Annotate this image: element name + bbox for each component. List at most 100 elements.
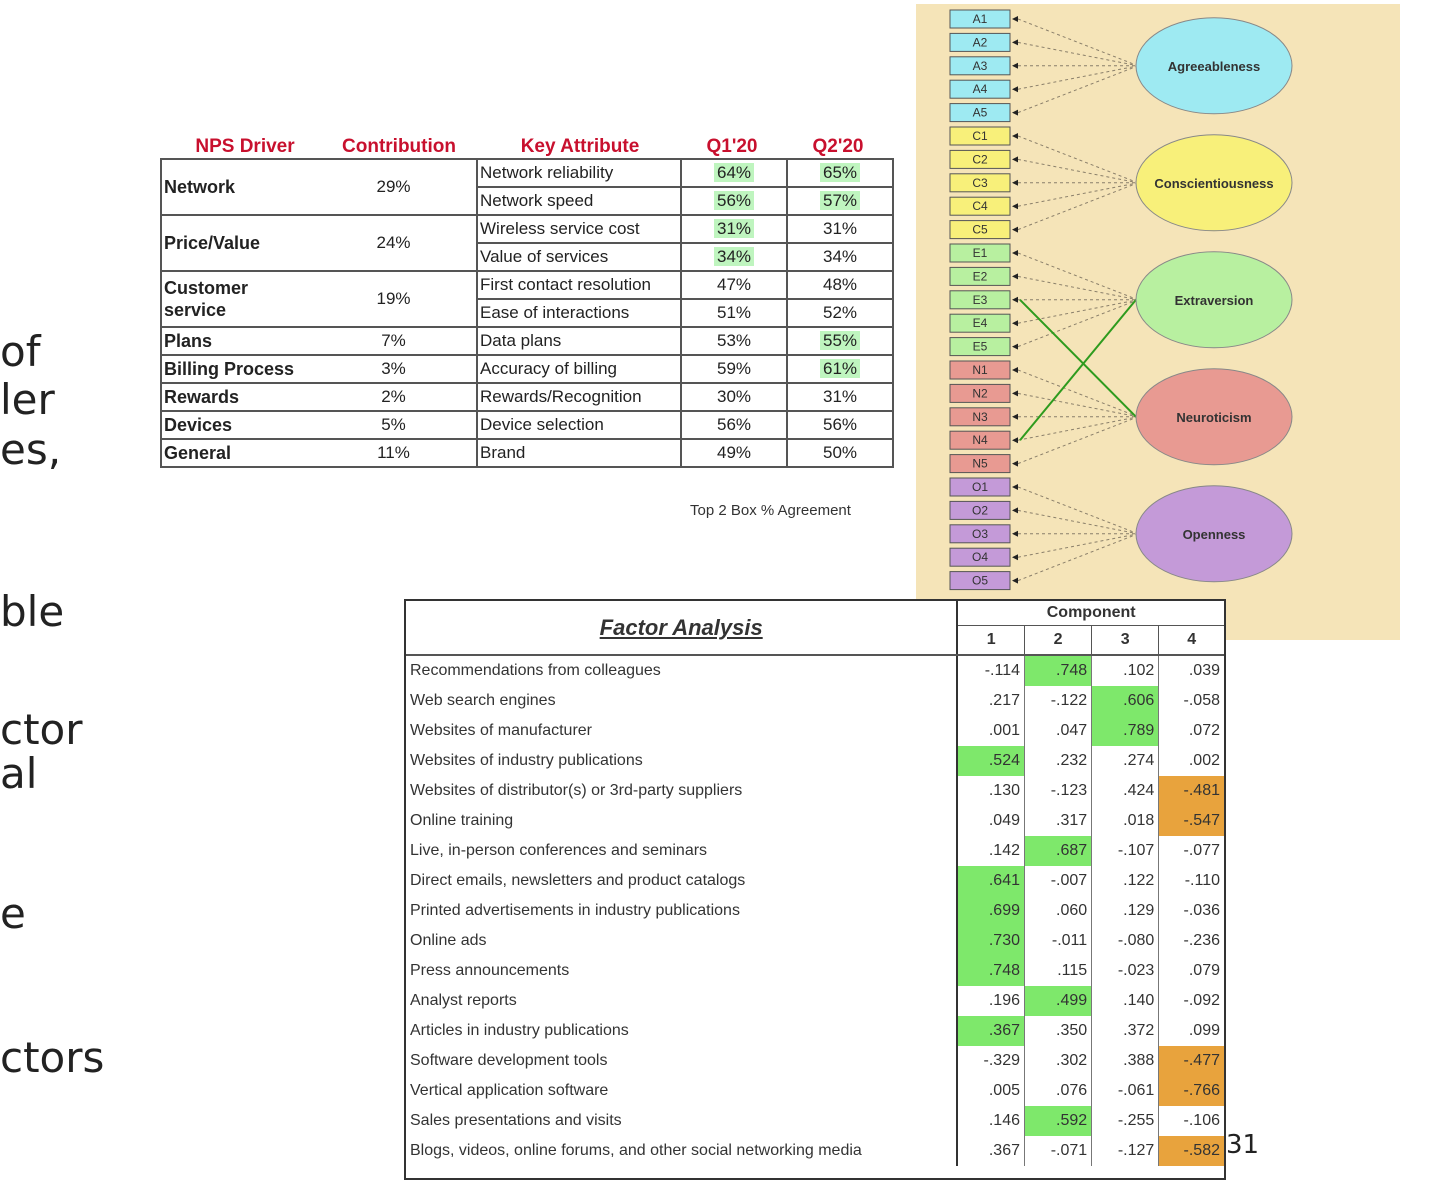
item-box [949, 407, 1011, 427]
factor-loading-cell: -.547 [1158, 806, 1224, 836]
nps-key-attribute: Value of services [476, 242, 682, 272]
nps-header-q2: Q2'20 [812, 136, 864, 157]
nps-key-attribute: Accuracy of billing [476, 354, 682, 384]
item-box [949, 9, 1011, 29]
nps-driver-table: Network 29% Network reliability 64% 65% Netwo… [160, 158, 894, 468]
factor-ellipse [1135, 17, 1293, 115]
factor-loading-cell: -.255 [1091, 1106, 1159, 1136]
factor-loading-cell: .102 [1091, 655, 1159, 686]
item-box [949, 524, 1011, 544]
factor-loading-cell: .606 [1091, 686, 1159, 716]
arrowhead-icon [1012, 62, 1018, 69]
factor-loading-cell: .699 [956, 896, 1025, 926]
factor-loading-cell: -.329 [956, 1046, 1025, 1076]
item-box [949, 313, 1011, 333]
factor-loading-cell: .122 [1091, 866, 1159, 896]
factor-loading-line [1017, 182, 1139, 231]
nps-contribution: 5% [311, 410, 478, 440]
nps-q1-value: 34% [713, 247, 755, 266]
nps-q1-value: 53% [716, 331, 752, 350]
slide-text-fragment: es, [0, 425, 62, 474]
nps-q2-cell: 50% [786, 438, 894, 468]
factor-loading-cell: .730 [956, 926, 1025, 956]
item-label: N1 [972, 363, 988, 377]
factor-loading-line [1017, 299, 1139, 348]
item-label: O5 [972, 574, 988, 588]
nps-q1-cell: 49% [680, 438, 788, 468]
nps-header-q1: Q1'20 [706, 136, 758, 157]
factor-loading-line [1017, 182, 1139, 207]
nps-q1-value: 51% [716, 303, 752, 322]
factor-row-label: Articles in industry publications [406, 1016, 959, 1046]
arrowhead-icon [1012, 133, 1018, 139]
item-box [949, 32, 1011, 52]
factor-loading-cell: .099 [1158, 1016, 1224, 1046]
nps-row: Rewards 2% Rewards/Recognition 30% 31% [160, 382, 894, 412]
factor-loading-cell: .367 [956, 1016, 1025, 1046]
factor-row-label: Analyst reports [406, 986, 959, 1016]
factor-loading-cell: .049 [956, 806, 1025, 836]
factor-loading-cell: .424 [1091, 776, 1159, 806]
nps-row: Network speed 56% 57% [161, 186, 894, 216]
nps-key-attribute: Data plans [476, 326, 682, 356]
arrowhead-icon [1012, 203, 1018, 210]
factor-loading-cell: .129 [1091, 896, 1159, 926]
factor-loading-cell: -.036 [1158, 896, 1224, 926]
nps-contribution: 3% [311, 354, 478, 384]
item-box [949, 103, 1011, 123]
nps-table-headers: NPS Driver Contribution Key Attribute Q1… [160, 136, 892, 158]
nps-driver: Customer service [160, 270, 311, 328]
item-label: A5 [973, 106, 988, 120]
item-box [949, 477, 1011, 497]
factor-loading-line [1017, 392, 1139, 418]
factor-ellipse [1135, 134, 1293, 232]
arrowhead-icon [1012, 530, 1018, 537]
factor-loading-cell: -.092 [1158, 986, 1224, 1016]
nps-table-note: Top 2 Box % Agreement [690, 502, 851, 519]
factor-loading-cell: .072 [1158, 716, 1224, 746]
factor-row-label: Websites of industry publications [406, 746, 959, 776]
factor-row-label: Press announcements [406, 956, 959, 986]
factor-loading-line [1017, 509, 1139, 535]
item-label: N2 [972, 386, 988, 400]
arrowhead-icon [1012, 320, 1018, 327]
item-label: E1 [973, 246, 988, 260]
nps-q2-cell: 55% [786, 326, 894, 356]
factor-row-label: Direct emails, newsletters and product c… [406, 866, 959, 896]
nps-driver: Devices [160, 410, 311, 440]
factor-loading-cell: -.582 [1158, 1136, 1224, 1166]
factor-loading-cell: -.023 [1091, 956, 1159, 986]
factor-row: Web search engines .217 -.122.606 -.058 [406, 686, 1224, 716]
arrowhead-icon [1012, 554, 1018, 561]
factor-loading-cell: .130 [956, 776, 1025, 806]
item-label: E3 [973, 293, 988, 307]
item-box [949, 196, 1011, 216]
arrowhead-icon [1012, 250, 1018, 256]
arrowhead-icon [1012, 390, 1018, 397]
factor-row-label: Online training [406, 806, 959, 836]
factor-loading-line [1017, 416, 1139, 465]
factor-loading-line [1017, 41, 1139, 67]
factor-row-label: Vertical application software [406, 1076, 959, 1106]
factor-loading-line [1017, 252, 1139, 301]
factor-loading-cell: .142 [956, 836, 1025, 866]
nps-row: Ease of interactions 51% 52% [161, 298, 894, 328]
nps-q2-value: 31% [822, 219, 858, 238]
item-label: O1 [972, 480, 988, 494]
factor-loading-line [1017, 65, 1139, 114]
component-header: Component [957, 601, 1224, 626]
item-label: N5 [972, 457, 988, 471]
factor-loading-cell: -.080 [1091, 926, 1159, 956]
item-box [949, 266, 1011, 286]
nps-row: Value of services 34% 34% [161, 242, 894, 272]
factor-loading-cell: .196 [956, 986, 1025, 1016]
nps-q2-cell: 61% [786, 354, 894, 384]
arrowhead-icon [1012, 437, 1018, 444]
factor-loading-line [1017, 158, 1139, 184]
nps-key-attribute: Rewards/Recognition [476, 382, 682, 412]
factor-row-label: Websites of manufacturer [406, 716, 959, 746]
cross-loading-line [1019, 299, 1137, 441]
item-label: C5 [972, 223, 988, 237]
factor-row-label: Recommendations from colleagues [406, 655, 959, 686]
item-label: N4 [972, 433, 988, 447]
